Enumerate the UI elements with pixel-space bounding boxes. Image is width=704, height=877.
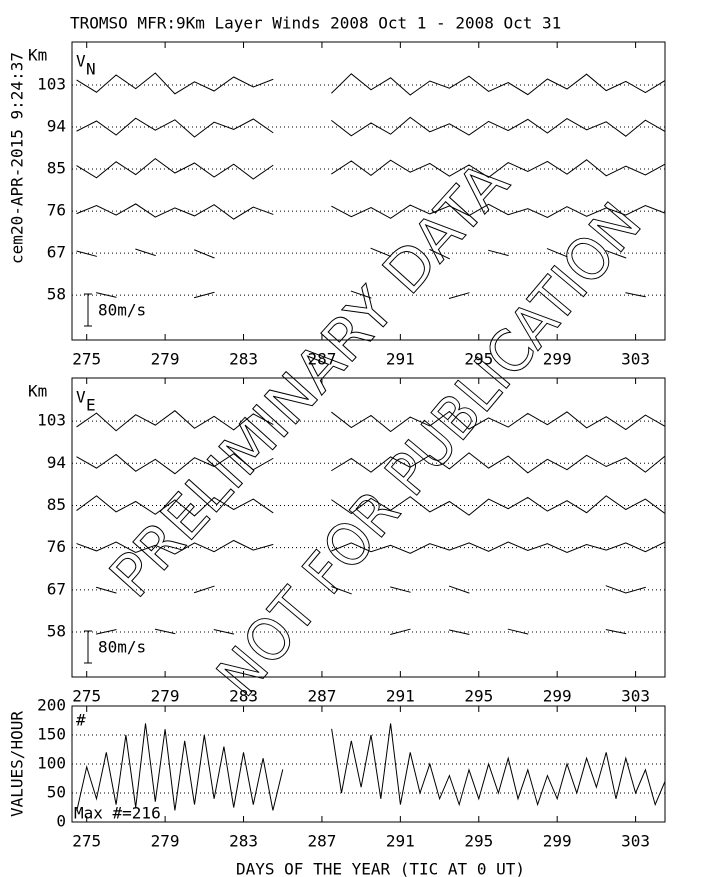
x-tick-label: 275 bbox=[72, 687, 101, 706]
trace bbox=[96, 585, 646, 595]
y-tick-label: 200 bbox=[37, 696, 66, 715]
x-tick-label: 299 bbox=[543, 687, 572, 706]
y-tick-label: 100 bbox=[37, 754, 66, 773]
x-tick-label: 287 bbox=[307, 832, 336, 851]
x-tick-label: 303 bbox=[621, 687, 650, 706]
y-tick-label: 67 bbox=[47, 243, 66, 262]
x-tick-label: 295 bbox=[464, 687, 493, 706]
x-tick-label: 275 bbox=[72, 350, 101, 369]
y-tick-label: 85 bbox=[47, 159, 66, 178]
trace bbox=[76, 410, 666, 433]
x-tick-label: 291 bbox=[386, 832, 415, 851]
y-tick-label: 50 bbox=[47, 783, 66, 802]
panel-label: V bbox=[76, 52, 86, 71]
panel-subscript: E bbox=[86, 396, 96, 415]
y-tick-label: 0 bbox=[56, 812, 66, 831]
x-tick-label: 279 bbox=[151, 350, 180, 369]
y-tick-label: 150 bbox=[37, 725, 66, 744]
x-tick-label: 283 bbox=[229, 687, 258, 706]
trace bbox=[76, 157, 666, 180]
x-axis-label: DAYS OF THE YEAR (TIC AT 0 UT) bbox=[236, 860, 525, 877]
scale-bar-label: 80m/s bbox=[98, 638, 146, 657]
trace bbox=[76, 539, 666, 555]
x-tick-label: 299 bbox=[543, 832, 572, 851]
x-tick-label: 275 bbox=[72, 832, 101, 851]
trace bbox=[76, 116, 666, 138]
annotation: Max #=216 bbox=[74, 804, 161, 823]
x-tick-label: 291 bbox=[386, 350, 415, 369]
x-tick-label: 287 bbox=[307, 687, 336, 706]
y-tick-label: 58 bbox=[47, 285, 66, 304]
trace bbox=[76, 723, 666, 811]
trace bbox=[76, 72, 666, 96]
y-axis-label: Km bbox=[28, 46, 47, 65]
x-tick-label: 283 bbox=[229, 832, 258, 851]
y-tick-label: 76 bbox=[47, 201, 66, 220]
x-tick-label: 295 bbox=[464, 832, 493, 851]
trace bbox=[76, 452, 666, 475]
plot-frame bbox=[71, 41, 666, 341]
trace bbox=[76, 203, 666, 220]
x-tick-label: 291 bbox=[386, 687, 415, 706]
x-tick-label: 295 bbox=[464, 350, 493, 369]
plot-frame bbox=[71, 377, 666, 678]
x-tick-label: 279 bbox=[151, 832, 180, 851]
y-tick-label: 67 bbox=[47, 579, 66, 598]
y-axis-label: Km bbox=[28, 382, 47, 401]
trace bbox=[76, 495, 666, 517]
y-tick-label: 58 bbox=[47, 622, 66, 641]
x-tick-label: 279 bbox=[151, 687, 180, 706]
y-tick-label: 85 bbox=[47, 495, 66, 514]
timestamp: cem20-APR-2015 9:24:37 bbox=[8, 52, 27, 264]
title: TROMSO MFR:9Km Layer Winds 2008 Oct 1 - … bbox=[70, 14, 561, 33]
x-tick-label: 283 bbox=[229, 350, 258, 369]
y-tick-label: 103 bbox=[37, 411, 66, 430]
scale-bar-label: 80m/s bbox=[98, 301, 146, 320]
x-tick-label: 299 bbox=[543, 350, 572, 369]
x-tick-label: 303 bbox=[621, 350, 650, 369]
y-tick-label: 94 bbox=[47, 117, 66, 136]
y-axis-label: VALUES/HOUR bbox=[8, 711, 27, 817]
panel-label: # bbox=[76, 711, 86, 730]
x-tick-label: 303 bbox=[621, 832, 650, 851]
panel-subscript: N bbox=[86, 60, 96, 79]
trace bbox=[96, 290, 646, 299]
x-tick-label: 287 bbox=[307, 350, 336, 369]
y-tick-label: 76 bbox=[47, 537, 66, 556]
y-tick-label: 94 bbox=[47, 453, 66, 472]
panel-label: V bbox=[76, 388, 86, 407]
y-tick-label: 103 bbox=[37, 74, 66, 93]
